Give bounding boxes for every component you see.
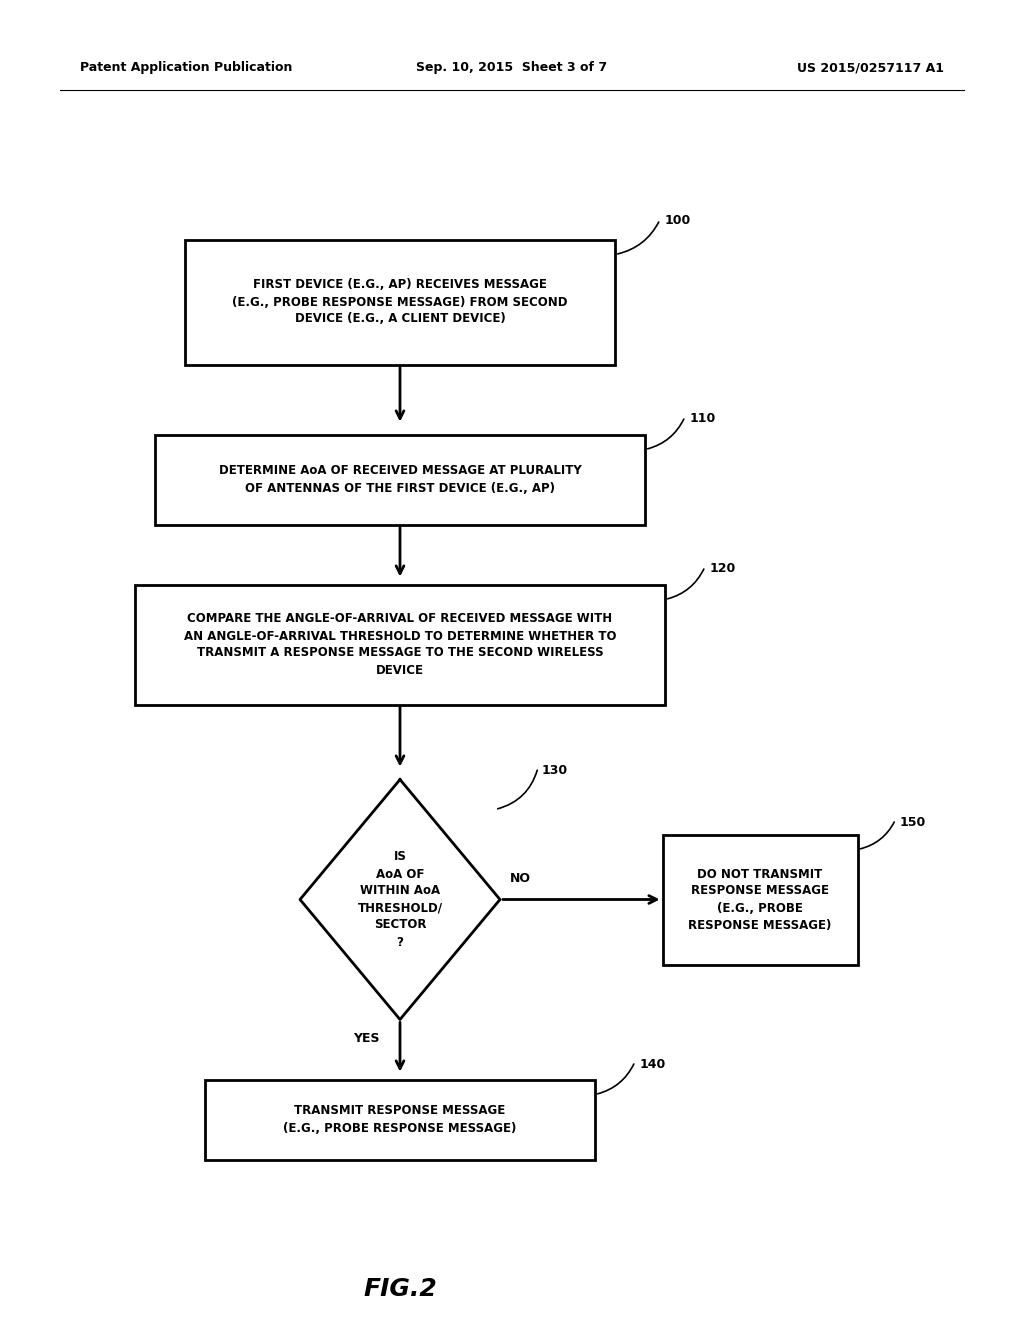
- Text: YES: YES: [353, 1031, 380, 1044]
- Text: TRANSMIT RESPONSE MESSAGE
(E.G., PROBE RESPONSE MESSAGE): TRANSMIT RESPONSE MESSAGE (E.G., PROBE R…: [284, 1105, 517, 1134]
- Text: FIG.2: FIG.2: [364, 1278, 437, 1302]
- Text: FIRST DEVICE (E.G., AP) RECEIVES MESSAGE
(E.G., PROBE RESPONSE MESSAGE) FROM SEC: FIRST DEVICE (E.G., AP) RECEIVES MESSAGE…: [232, 279, 567, 326]
- Text: DETERMINE AoA OF RECEIVED MESSAGE AT PLURALITY
OF ANTENNAS OF THE FIRST DEVICE (: DETERMINE AoA OF RECEIVED MESSAGE AT PLU…: [219, 465, 582, 495]
- Text: 150: 150: [899, 817, 926, 829]
- Text: NO: NO: [510, 871, 531, 884]
- Text: 110: 110: [690, 412, 716, 425]
- Text: 120: 120: [710, 562, 736, 576]
- Text: DO NOT TRANSMIT
RESPONSE MESSAGE
(E.G., PROBE
RESPONSE MESSAGE): DO NOT TRANSMIT RESPONSE MESSAGE (E.G., …: [688, 867, 831, 932]
- Text: Sep. 10, 2015  Sheet 3 of 7: Sep. 10, 2015 Sheet 3 of 7: [417, 62, 607, 74]
- Bar: [205, 1080, 595, 1159]
- Text: Patent Application Publication: Patent Application Publication: [80, 62, 293, 74]
- Text: COMPARE THE ANGLE-OF-ARRIVAL OF RECEIVED MESSAGE WITH
AN ANGLE-OF-ARRIVAL THRESH: COMPARE THE ANGLE-OF-ARRIVAL OF RECEIVED…: [183, 612, 616, 676]
- Text: IS
AoA OF
WITHIN AoA
THRESHOLD/
SECTOR
?: IS AoA OF WITHIN AoA THRESHOLD/ SECTOR ?: [357, 850, 442, 949]
- Bar: [135, 585, 665, 705]
- Text: US 2015/0257117 A1: US 2015/0257117 A1: [797, 62, 944, 74]
- Bar: [155, 434, 645, 524]
- Text: 140: 140: [640, 1057, 667, 1071]
- Bar: [185, 239, 615, 364]
- Bar: [663, 834, 857, 965]
- Text: 130: 130: [542, 764, 568, 777]
- Text: 100: 100: [665, 214, 691, 227]
